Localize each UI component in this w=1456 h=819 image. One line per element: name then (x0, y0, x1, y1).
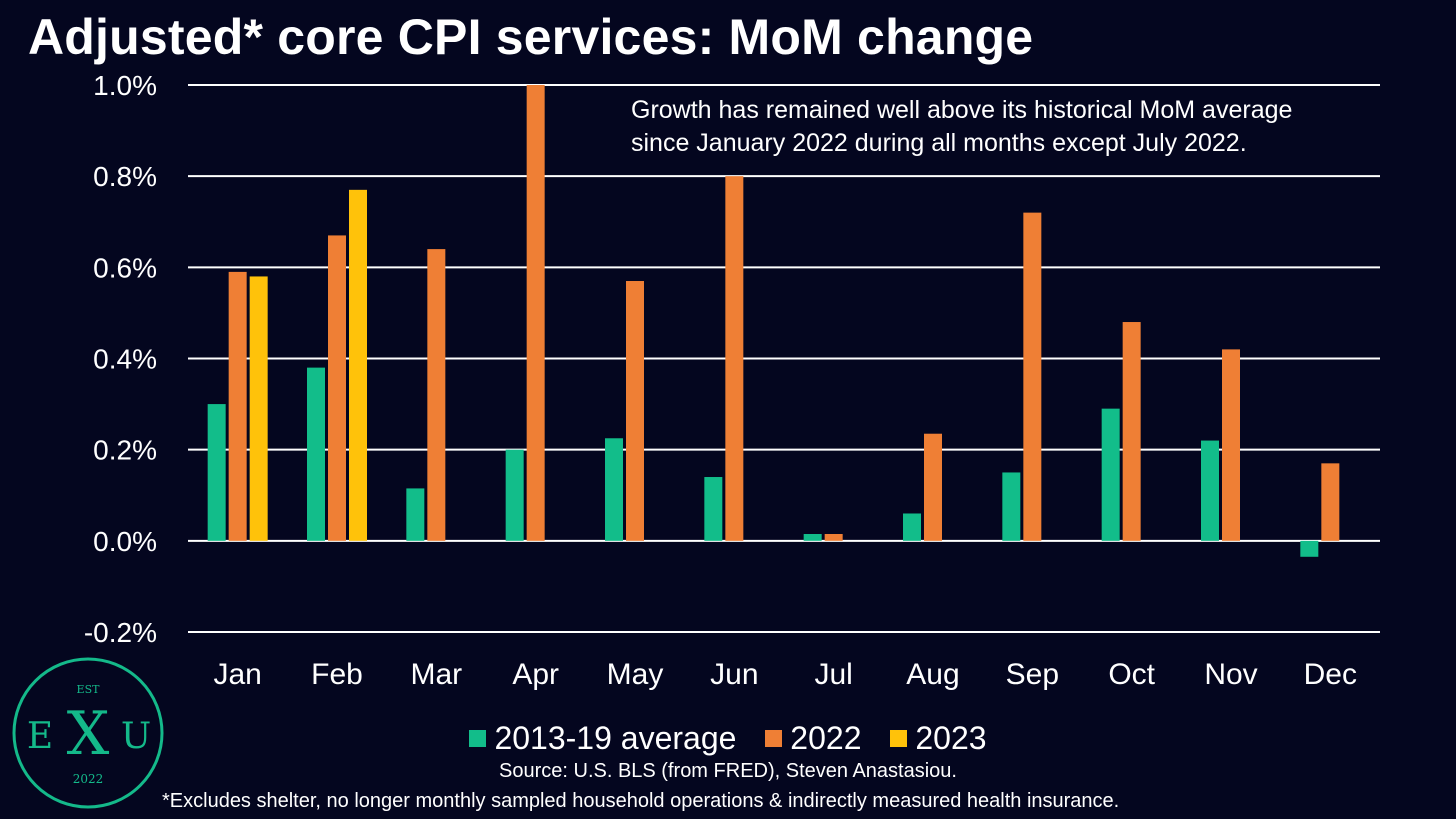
bar-chart: 1.0% 0.8% 0.6% 0.4% 0.2% 0.0% -0.2% Jan Feb Mar A… (84, 70, 1380, 691)
bar-jan-2013-19-average (207, 404, 226, 541)
bar-mar-2022 (427, 249, 446, 541)
x-tick-label: Apr (512, 658, 559, 691)
legend-item-2022: 2022 (765, 720, 861, 757)
x-axis-labels: Jan Feb Mar Apr May Jun Jul Aug Sep Oct Nov Dec (213, 658, 1357, 691)
logo-year-text: 2022 (73, 772, 104, 786)
x-tick-label: May (607, 658, 664, 691)
bar-oct-2022 (1122, 322, 1141, 541)
bar-sep-2022 (1023, 212, 1042, 541)
legend-label: 2013-19 average (494, 720, 737, 756)
bar-dec-2013-19-average (1300, 540, 1319, 557)
bar-jan-2023 (249, 276, 268, 541)
bar-aug-2013-19-average (903, 513, 921, 541)
bar-nov-2013-19-average (1201, 440, 1219, 541)
x-tick-label: Nov (1204, 658, 1257, 691)
bar-aug-2022 (924, 433, 942, 541)
legend-item-2023: 2023 (890, 720, 987, 757)
bar-mar-2013-19-average (406, 488, 425, 541)
legend: 2013-19 average 2022 2023 (0, 720, 1456, 757)
logo-letter-e: E (27, 716, 53, 757)
y-tick-label: 0.6% (93, 252, 157, 283)
footnote: *Excludes shelter, no longer monthly sam… (162, 790, 1120, 812)
x-tick-label: Dec (1304, 658, 1357, 691)
gridlines (188, 84, 1380, 633)
bar-oct-2013-19-average (1101, 408, 1120, 541)
x-tick-label: Aug (906, 658, 959, 691)
legend-swatch-icon (469, 730, 487, 747)
chart-title: Adjusted* core CPI services: MoM change (28, 9, 1034, 65)
logo-est-text: EST (77, 683, 101, 696)
bar-nov-2022 (1222, 349, 1240, 541)
y-tick-label: 0.8% (93, 161, 157, 192)
legend-label: 2023 (915, 720, 987, 756)
bar-jun-2013-19-average (704, 477, 723, 541)
x-tick-label: Jul (814, 658, 852, 691)
x-tick-label: Feb (311, 658, 363, 691)
legend-swatch-icon (890, 730, 908, 747)
bars (207, 85, 1340, 557)
x-tick-label: Jun (710, 658, 758, 691)
bar-apr-2022 (526, 85, 545, 541)
bar-may-2022 (626, 281, 644, 541)
y-axis-labels: 1.0% 0.8% 0.6% 0.4% 0.2% 0.0% -0.2% (84, 70, 157, 648)
bar-apr-2013-19-average (505, 449, 524, 541)
y-tick-label: 0.4% (93, 344, 157, 375)
logo-letter-x: X (67, 699, 110, 769)
y-tick-label: 0.2% (93, 435, 157, 466)
legend-item-2013-19: 2013-19 average (469, 720, 736, 757)
bar-jun-2022 (725, 176, 744, 541)
bar-dec-2022 (1321, 463, 1340, 541)
x-tick-label: Mar (410, 658, 462, 691)
bar-jul-2022 (824, 533, 843, 541)
y-tick-label: 0.0% (93, 526, 157, 557)
source-note: Source: U.S. BLS (from FRED), Steven Ana… (499, 760, 957, 782)
x-tick-label: Sep (1006, 658, 1059, 691)
y-tick-label: 1.0% (93, 70, 157, 101)
bar-jan-2022 (228, 271, 247, 541)
logo-letter-u: U (121, 716, 151, 757)
exu-logo: EST E X U 2022 (12, 657, 164, 809)
legend-swatch-icon (765, 730, 783, 747)
legend-label: 2022 (790, 720, 862, 756)
bar-feb-2023 (349, 189, 367, 541)
annotation-line-1: Growth has remained well above its histo… (631, 96, 1293, 124)
chart-annotation: Growth has remained well above its histo… (631, 94, 1411, 160)
bar-feb-2022 (328, 235, 346, 541)
x-tick-label: Jan (213, 658, 261, 691)
bar-may-2013-19-average (605, 438, 623, 541)
logo-ring (12, 657, 164, 809)
x-tick-label: Oct (1108, 658, 1155, 691)
y-tick-label: -0.2% (84, 617, 157, 648)
annotation-line-2: since January 2022 during all months exc… (631, 129, 1247, 157)
bar-jul-2013-19-average (803, 533, 822, 541)
bar-feb-2013-19-average (307, 367, 325, 541)
bar-sep-2013-19-average (1002, 472, 1021, 541)
